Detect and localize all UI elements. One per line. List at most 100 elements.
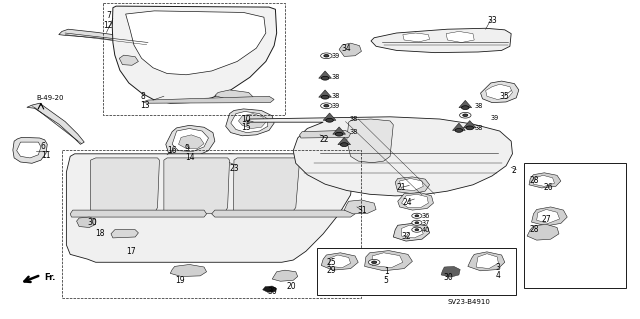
Text: 20: 20 (286, 282, 296, 291)
Polygon shape (119, 55, 138, 65)
Circle shape (412, 227, 422, 232)
Polygon shape (372, 253, 403, 268)
Text: 7: 7 (106, 11, 111, 20)
Polygon shape (212, 210, 355, 217)
Text: 30: 30 (268, 287, 278, 296)
Polygon shape (70, 210, 207, 217)
Text: 30: 30 (443, 273, 452, 282)
Polygon shape (125, 11, 266, 75)
Text: 30: 30 (88, 218, 97, 227)
Text: 33: 33 (487, 16, 497, 25)
Polygon shape (486, 84, 513, 100)
Text: 14: 14 (185, 153, 195, 162)
Text: 21: 21 (396, 183, 406, 192)
Text: 38: 38 (474, 125, 483, 131)
Polygon shape (330, 255, 351, 268)
Polygon shape (397, 193, 433, 210)
Circle shape (321, 53, 332, 59)
Circle shape (412, 213, 422, 218)
Text: 23: 23 (230, 164, 239, 173)
Polygon shape (365, 250, 412, 271)
Text: 38: 38 (349, 116, 358, 122)
Polygon shape (234, 158, 300, 213)
Text: 16: 16 (167, 146, 177, 155)
Polygon shape (262, 286, 276, 292)
Circle shape (372, 261, 377, 263)
Polygon shape (91, 158, 159, 213)
Polygon shape (319, 90, 332, 97)
Polygon shape (339, 43, 362, 56)
Polygon shape (459, 100, 472, 108)
Polygon shape (529, 173, 561, 188)
Text: 9: 9 (185, 144, 190, 153)
Text: 27: 27 (541, 215, 552, 224)
Polygon shape (468, 252, 505, 271)
Polygon shape (371, 28, 511, 53)
Text: 31: 31 (357, 206, 367, 215)
Polygon shape (239, 114, 266, 129)
Circle shape (415, 215, 419, 217)
Polygon shape (170, 264, 207, 277)
Polygon shape (441, 266, 460, 277)
Text: 38: 38 (474, 103, 483, 109)
Polygon shape (143, 96, 274, 103)
Polygon shape (403, 33, 429, 42)
Polygon shape (27, 103, 84, 144)
Text: 5: 5 (384, 276, 388, 285)
Polygon shape (323, 113, 336, 120)
Polygon shape (401, 194, 428, 208)
Polygon shape (333, 127, 346, 134)
Circle shape (326, 118, 333, 122)
Circle shape (340, 143, 348, 146)
Polygon shape (111, 230, 138, 238)
Polygon shape (338, 137, 351, 145)
Polygon shape (399, 178, 423, 190)
Polygon shape (347, 119, 394, 163)
Polygon shape (537, 210, 559, 223)
Polygon shape (476, 254, 499, 269)
Polygon shape (527, 224, 559, 240)
Polygon shape (394, 223, 429, 241)
Circle shape (324, 105, 329, 107)
Polygon shape (446, 32, 474, 42)
Circle shape (466, 126, 474, 130)
Text: SV23-B4910: SV23-B4910 (447, 300, 490, 305)
Polygon shape (300, 130, 351, 138)
Polygon shape (77, 217, 96, 227)
Polygon shape (217, 154, 250, 175)
Bar (524, 163, 626, 287)
Polygon shape (321, 253, 358, 270)
Circle shape (369, 259, 380, 265)
Text: 11: 11 (41, 151, 51, 160)
Polygon shape (395, 177, 429, 194)
Text: 39: 39 (491, 115, 499, 122)
Polygon shape (246, 117, 513, 196)
Polygon shape (67, 154, 355, 262)
Circle shape (415, 229, 419, 231)
Text: 40: 40 (422, 227, 431, 233)
Text: 22: 22 (320, 135, 330, 145)
Polygon shape (215, 90, 253, 100)
Circle shape (415, 222, 419, 224)
Text: 19: 19 (175, 276, 184, 285)
Polygon shape (481, 81, 519, 103)
Text: 36: 36 (422, 213, 430, 219)
Text: 28: 28 (529, 175, 538, 185)
Text: 12: 12 (104, 21, 113, 30)
Bar (317, 248, 516, 295)
Polygon shape (463, 121, 476, 128)
Circle shape (321, 95, 329, 99)
Polygon shape (164, 158, 230, 213)
Circle shape (455, 129, 463, 132)
Polygon shape (13, 137, 47, 163)
Circle shape (335, 132, 343, 136)
Text: 28: 28 (529, 225, 538, 234)
Circle shape (412, 220, 422, 225)
Circle shape (324, 55, 329, 57)
Text: 35: 35 (500, 92, 509, 101)
Polygon shape (272, 270, 298, 281)
Polygon shape (226, 109, 274, 136)
Polygon shape (452, 123, 465, 130)
Text: 39: 39 (332, 103, 340, 109)
Text: 6: 6 (41, 142, 46, 151)
